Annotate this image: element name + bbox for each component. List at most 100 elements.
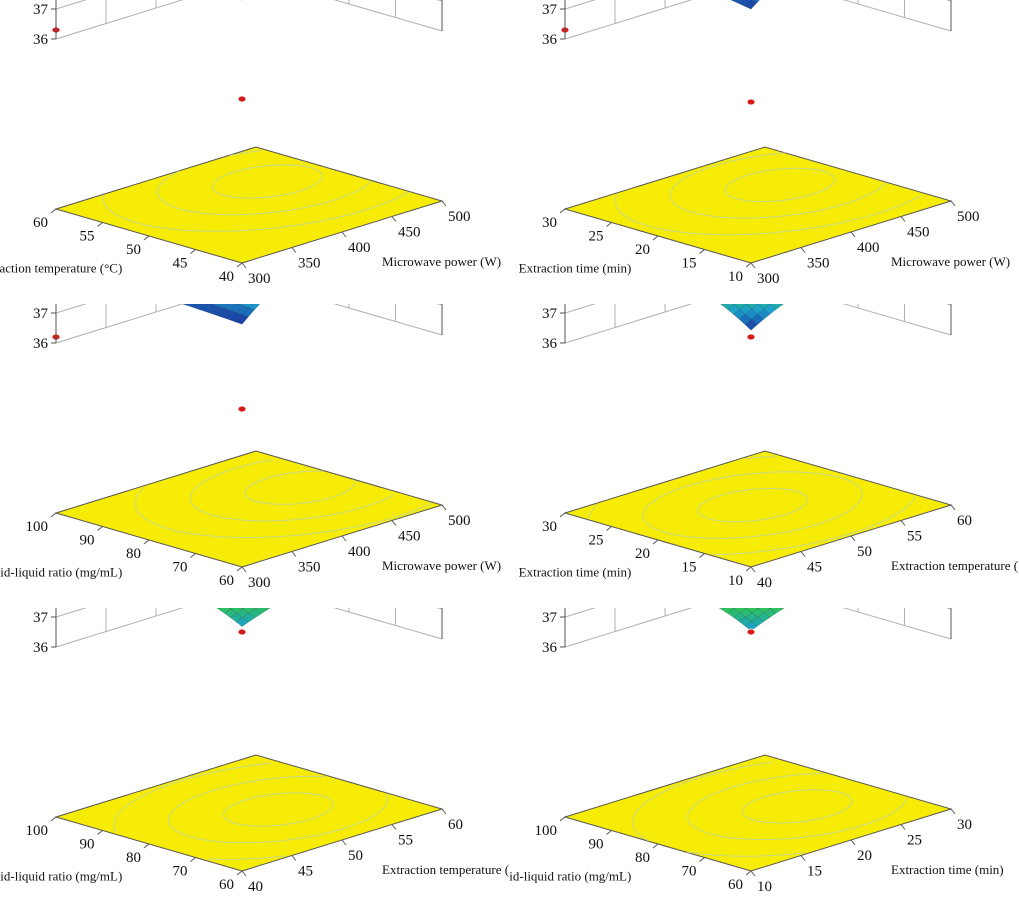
x-tick-label: 500 [448,209,471,225]
surface-patch [757,308,771,320]
surface-patch [183,304,192,307]
floor-plane [54,754,444,872]
floor-contour [208,855,287,860]
floor-contour [189,459,395,522]
x-tick-label: 300 [757,271,780,287]
surface-plot-svg: 363738394041300350400450500Microwave pow… [0,304,501,591]
y-tick-label: 10 [728,269,743,285]
surface-patch [745,308,759,320]
z-axis: 363738394041 [33,0,57,48]
y-tick-label: 70 [173,560,188,576]
z-tick-label: 36 [542,336,558,352]
design-point [746,333,756,341]
y-tick-label: 30 [542,215,557,231]
x-axis: 40 45 50 55 60 Extraction temperature (°C) [750,504,1018,591]
surface-plot-svg: 363738394041300350400450500Microwave pow… [0,0,501,287]
x-tick-label: 300 [248,575,271,591]
surface-patch [758,304,771,310]
surface-patch [181,304,185,305]
floor-contour [669,152,887,219]
floor-contour [587,503,599,519]
response-surface [730,0,760,10]
surface-plot-1: 363738394041300350400450500Microwave pow… [0,0,509,303]
y-axis-label: Extraction time (min) [519,261,632,276]
surface-patch [781,304,784,306]
y-axis: 60 70 80 90 100 Solid-liquid ratio (mg/mL) [0,512,243,589]
z-tick-label: 36 [33,336,49,352]
floor-contour [113,762,271,833]
surface-plot-4: 3637383940414045505560Extraction tempera… [509,304,1018,607]
y-tick-label: 80 [126,546,141,562]
x-tick-label: 55 [907,529,922,545]
surface-plot-svg: 3637383940414045505560Extraction tempera… [519,304,1018,591]
surface-patch [733,0,744,5]
x-tick-label: 60 [957,513,972,529]
y-tick-label: 15 [682,256,697,272]
x-tick-label: 40 [757,575,772,591]
z-axis: 363738394041 [542,304,566,352]
surface-plot-5: 3637383940414045505560Extraction tempera… [0,608,509,911]
floor-contour [223,792,334,827]
surface-patch [210,304,215,306]
x-axis-label: Microwave power (W) [891,254,1010,269]
x-tick-label: 450 [398,529,421,545]
y-tick-label: 100 [26,519,49,535]
y-tick-label: 45 [173,256,188,272]
x-tick-label: 400 [857,240,880,256]
z-tick-label: 37 [33,2,49,18]
z-tick-label: 36 [542,32,558,48]
floor-contour [712,496,916,556]
x-axis-label: Microwave power (W) [382,558,501,573]
floor-contour [744,455,777,460]
floor-contour [244,470,355,505]
y-tick-label: 25 [589,229,604,245]
floor-contour [168,775,389,844]
y-tick-label: 20 [635,546,650,562]
surface-patch [751,313,764,326]
floor-contour [230,150,262,156]
design-point [237,405,247,413]
surface-plot-3: 363738394041300350400450500Microwave pow… [0,304,509,607]
y-axis-label: Extraction time (min) [519,565,632,580]
surface-patch [730,0,735,2]
z-axis: 363738394041 [33,304,57,352]
y-axis: 10 15 20 25 30 Extraction time (min) [519,208,752,285]
response-surface [720,304,784,331]
y-tick-label: 55 [80,229,95,245]
z-axis: 363738394041 [542,0,566,48]
y-tick-label: 10 [728,573,743,589]
x-tick-label: 400 [348,544,371,560]
x-tick-label: 350 [298,560,321,576]
floor-contour [614,193,922,236]
x-axis: 300 350 400 450 500 Microwave power (W) [241,504,501,591]
surface-patch [218,304,230,309]
response-surface [216,608,271,627]
y-tick-label: 50 [126,242,141,258]
x-tick-label: 50 [857,544,872,560]
y-axis: 40 45 50 55 60 Extraction temperature (°C) [0,208,243,285]
x-tick-label: 400 [348,240,371,256]
design-point [746,98,756,106]
surface-patch [189,304,200,309]
x-tick-label: 450 [398,225,421,241]
surface-patch [236,305,250,316]
floor-contour [642,471,863,539]
surface-patch [744,319,758,331]
x-tick-label: 350 [298,256,321,272]
surface-patch [195,304,207,311]
surface-patch [751,0,760,3]
x-axis: 300 350 400 450 500 Microwave power (W) [241,200,501,287]
back-walls [55,0,443,40]
z-tick-label: 36 [33,32,49,48]
y-tick-label: 60 [33,215,48,231]
surface-plot-svg: 3637383940414045505560Extraction tempera… [0,608,509,895]
y-axis-label: Extraction temperature (°C) [0,261,122,276]
surface-patch [242,304,253,308]
x-tick-label: 300 [248,271,271,287]
surface-patch [237,304,245,306]
y-axis-label: Solid-liquid ratio (mg/mL) [0,565,122,580]
x-axis: 300 350 400 450 500 Microwave power (W) [750,200,1010,287]
response-surface [181,304,261,325]
